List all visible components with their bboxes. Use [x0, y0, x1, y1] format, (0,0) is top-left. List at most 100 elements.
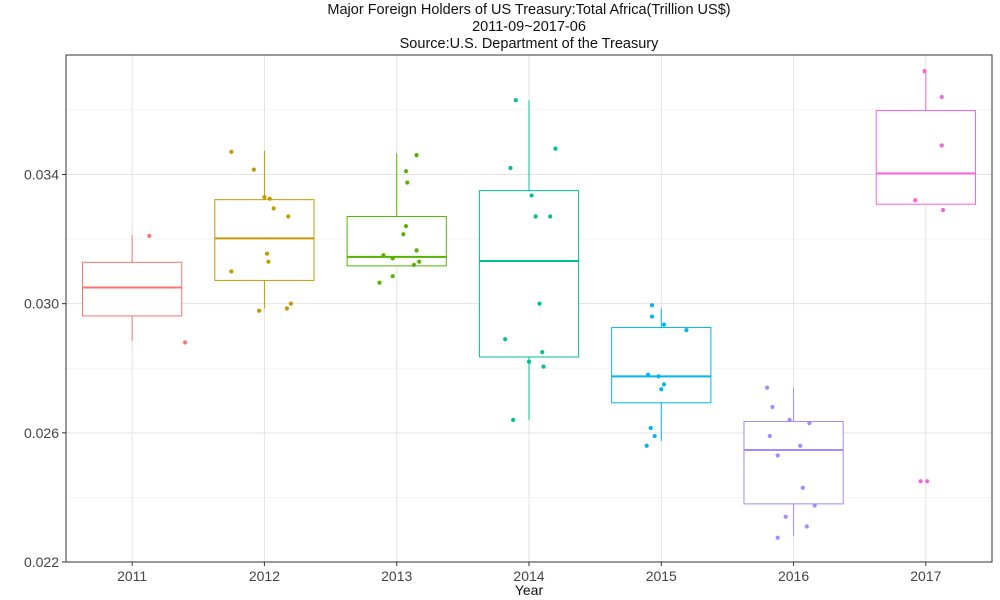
data-point — [405, 180, 410, 185]
data-point — [251, 167, 256, 172]
data-point — [775, 535, 780, 540]
data-point — [417, 259, 422, 264]
data-point — [783, 514, 788, 519]
data-point — [939, 143, 944, 148]
data-point — [390, 256, 395, 261]
data-point — [533, 214, 538, 219]
data-point — [257, 308, 262, 313]
y-tick-label: 0.034 — [24, 166, 59, 182]
data-point — [765, 385, 770, 390]
box-body — [875, 110, 976, 205]
y-tick-label: 0.022 — [24, 554, 59, 570]
data-point — [229, 149, 234, 154]
data-point — [390, 274, 395, 279]
data-point — [939, 94, 944, 100]
data-point — [284, 306, 290, 311]
x-tick-label: 2013 — [381, 568, 412, 584]
data-point — [541, 364, 546, 369]
data-point — [918, 479, 923, 484]
chart-title-block: Major Foreign Holders of US Treasury:Tot… — [66, 2, 992, 53]
data-point — [922, 69, 927, 74]
chart-subtitle: 2011-09~2017-06 — [472, 19, 586, 35]
chart-title: Major Foreign Holders of US Treasury:Tot… — [327, 2, 731, 18]
data-point — [661, 382, 667, 387]
y-axis: 0.022 0.026 0.030 0.034 — [24, 166, 66, 570]
data-point — [553, 146, 558, 151]
data-point — [264, 251, 270, 256]
x-tick-label: 2016 — [778, 568, 809, 584]
data-point — [503, 337, 508, 342]
data-point — [800, 485, 805, 490]
x-tick-label: 2014 — [513, 568, 544, 584]
data-point — [775, 453, 780, 458]
data-point — [414, 248, 419, 253]
data-point — [661, 322, 667, 327]
data-point — [644, 443, 649, 448]
data-point — [537, 301, 542, 306]
data-point — [288, 301, 293, 306]
data-point — [649, 314, 655, 319]
data-point — [684, 328, 689, 333]
data-point — [266, 259, 271, 264]
data-point — [508, 165, 513, 171]
data-point — [229, 269, 234, 274]
box-body — [82, 261, 183, 317]
data-point — [403, 224, 409, 229]
x-axis: 2011 2012 2013 2014 2015 2016 2017 — [117, 562, 942, 584]
data-point — [513, 98, 518, 103]
data-point — [182, 340, 188, 345]
x-axis-title: Year — [515, 582, 544, 598]
box-2013 — [346, 153, 447, 267]
data-point — [656, 374, 661, 379]
data-point — [147, 233, 152, 238]
data-point — [807, 421, 812, 426]
box-body — [214, 199, 315, 281]
x-tick-label: 2015 — [646, 568, 677, 584]
boxes — [82, 71, 976, 537]
data-points — [147, 69, 946, 540]
data-point — [804, 524, 809, 529]
data-point — [411, 262, 417, 268]
data-point — [511, 417, 516, 423]
chart-source: Source:U.S. Department of the Treasury — [399, 36, 659, 52]
data-point — [652, 433, 657, 439]
data-point — [403, 169, 409, 174]
box-2011 — [82, 235, 183, 341]
data-point — [812, 503, 817, 508]
data-point — [529, 193, 534, 198]
box-2017 — [875, 71, 976, 205]
box-body — [478, 190, 580, 358]
box-body — [743, 421, 844, 505]
box-2015 — [611, 308, 712, 441]
box-2014 — [478, 100, 580, 420]
data-point — [940, 207, 946, 213]
y-tick-label: 0.030 — [24, 296, 59, 312]
data-point — [649, 303, 655, 308]
y-tick-label: 0.026 — [24, 425, 59, 441]
data-point — [401, 232, 406, 237]
data-point — [798, 443, 803, 448]
data-point — [262, 194, 267, 200]
data-point — [271, 206, 276, 211]
data-point — [645, 372, 651, 377]
data-point — [659, 387, 664, 392]
data-point — [381, 253, 386, 258]
box-2016 — [743, 387, 844, 537]
x-tick-label: 2012 — [249, 568, 280, 584]
data-point — [267, 196, 272, 201]
data-point — [414, 153, 419, 158]
data-point — [377, 280, 382, 285]
box-body — [611, 327, 712, 404]
box-body — [346, 215, 447, 267]
data-point — [925, 479, 930, 484]
data-point — [540, 349, 545, 355]
data-point — [770, 404, 775, 410]
data-point — [526, 359, 532, 364]
data-point — [787, 417, 792, 423]
x-tick-label: 2011 — [117, 568, 147, 584]
data-point — [548, 214, 553, 219]
x-tick-label: 2017 — [910, 568, 941, 584]
box-2012 — [214, 150, 315, 309]
data-point — [286, 214, 291, 219]
